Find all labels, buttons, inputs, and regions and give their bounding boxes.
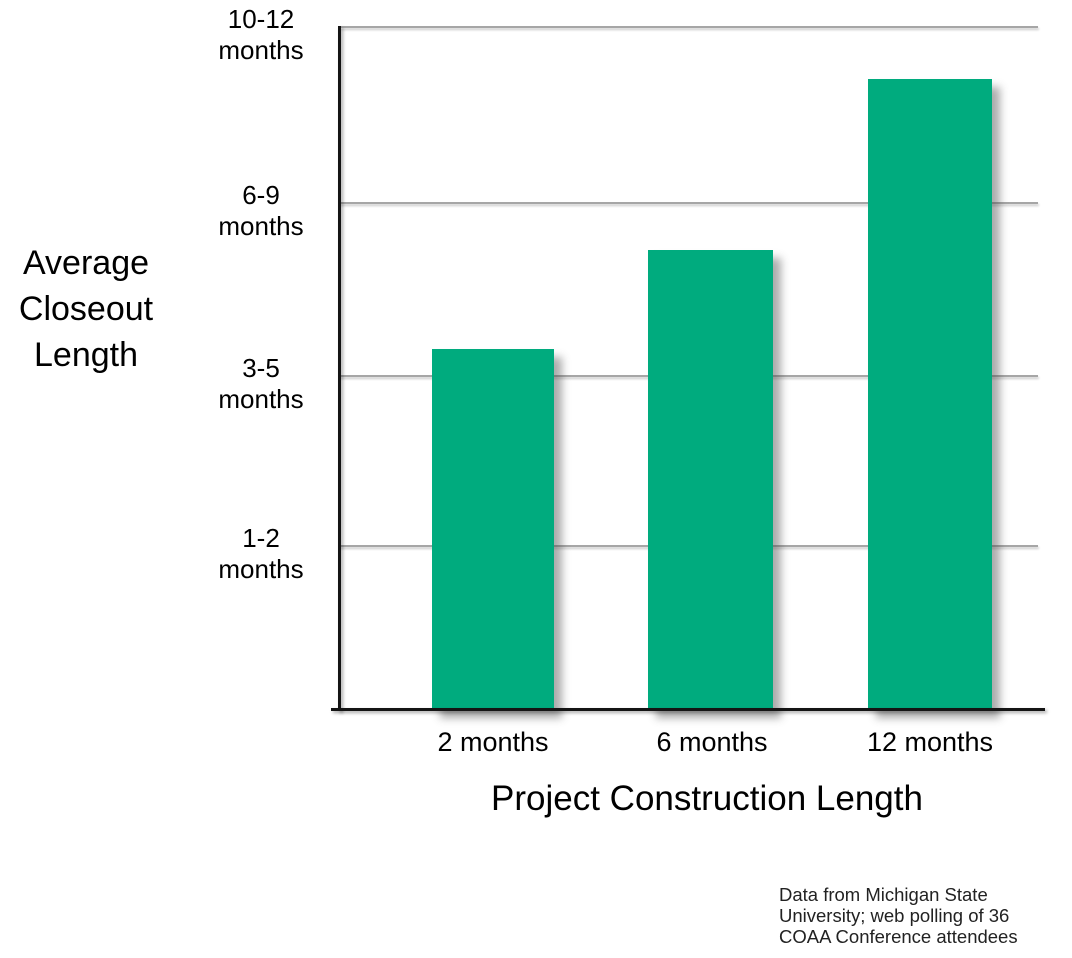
y-axis-title: Average Closeout Length [18, 244, 154, 374]
y-tick-label-10-12-months: 10-12 months [218, 4, 304, 65]
source-note: Data from Michigan State University; web… [779, 884, 1018, 947]
y-tick-label-6-9-months: 6-9 months [218, 180, 304, 241]
y-tick-label-1-2-months: 1-2 months [218, 523, 304, 584]
plot-area [339, 26, 1038, 710]
x-axis-title: Project Construction Length [491, 779, 923, 818]
x-tick-label-12-months: 12 months [866, 727, 994, 757]
x-tick-label-2-months: 2 months [437, 727, 549, 757]
gridline [339, 202, 1038, 204]
bar-6-months [648, 250, 773, 710]
x-axis-line [331, 708, 1045, 711]
y-tick-label-3-5-months: 3-5 months [218, 353, 304, 414]
x-tick-label-6-months: 6 months [656, 727, 768, 757]
bar-12-months [868, 79, 992, 710]
gridline [339, 26, 1038, 28]
y-axis-line [338, 26, 341, 711]
bar-2-months [432, 349, 554, 710]
